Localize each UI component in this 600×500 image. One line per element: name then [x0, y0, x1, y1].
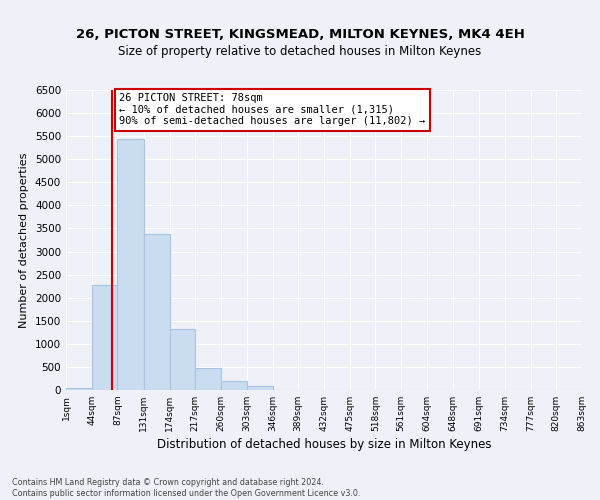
Text: 26 PICTON STREET: 78sqm
← 10% of detached houses are smaller (1,315)
90% of semi: 26 PICTON STREET: 78sqm ← 10% of detache… — [119, 93, 425, 126]
Text: 26, PICTON STREET, KINGSMEAD, MILTON KEYNES, MK4 4EH: 26, PICTON STREET, KINGSMEAD, MILTON KEY… — [76, 28, 524, 40]
Bar — [247, 386, 272, 390]
X-axis label: Distribution of detached houses by size in Milton Keynes: Distribution of detached houses by size … — [157, 438, 491, 451]
Bar — [195, 368, 221, 390]
Text: Size of property relative to detached houses in Milton Keynes: Size of property relative to detached ho… — [118, 45, 482, 58]
Bar — [221, 382, 247, 390]
Bar — [66, 388, 92, 390]
Y-axis label: Number of detached properties: Number of detached properties — [19, 152, 29, 328]
Bar — [92, 285, 118, 390]
Text: Contains HM Land Registry data © Crown copyright and database right 2024.
Contai: Contains HM Land Registry data © Crown c… — [12, 478, 361, 498]
Bar — [118, 140, 144, 390]
Bar — [144, 234, 170, 390]
Bar — [170, 329, 195, 390]
